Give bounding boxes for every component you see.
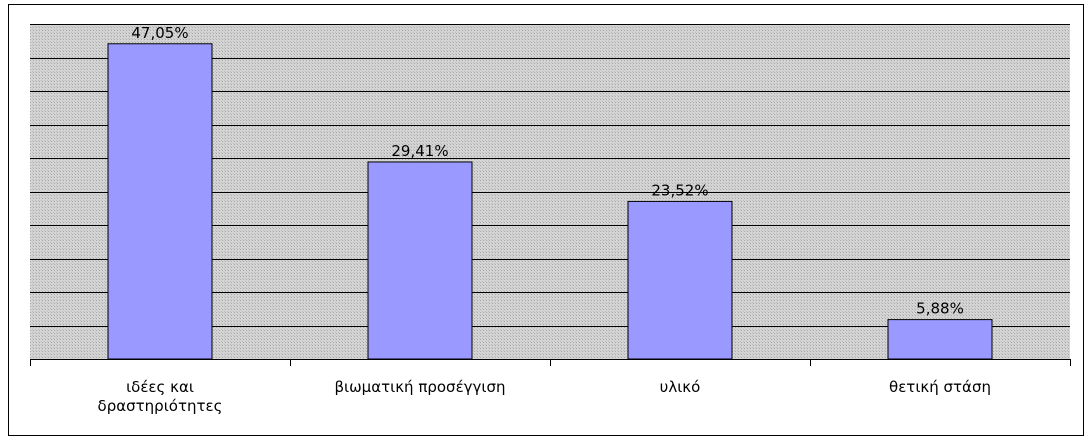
data-label: 5,88% [916, 300, 964, 318]
x-tick-label: υλικό [660, 378, 701, 396]
x-tick-label: θετική στάση [889, 378, 991, 396]
bar [107, 43, 213, 360]
bar [627, 200, 733, 360]
data-label: 47,05% [131, 24, 188, 42]
bar [887, 319, 993, 360]
data-label: 23,52% [651, 181, 708, 199]
data-label: 29,41% [391, 142, 448, 160]
bar [367, 161, 473, 360]
x-tick-label: βιωματική προσέγγιση [334, 378, 505, 396]
x-tick-label: ιδέες και δραστηριότητες [98, 378, 223, 415]
